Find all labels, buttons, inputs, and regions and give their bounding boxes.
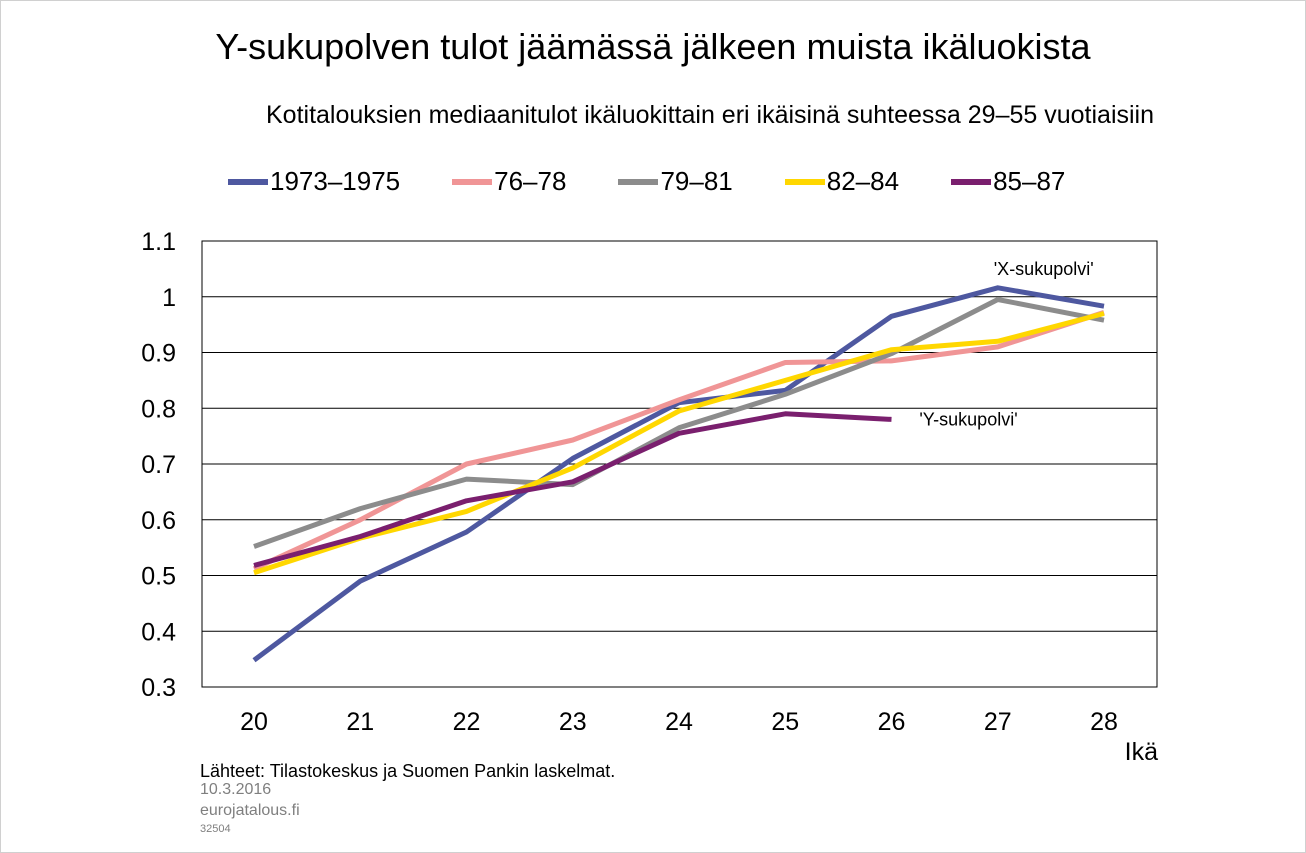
- chart-subtitle: Kotitalouksien mediaanitulot ikäluokitta…: [265, 101, 1155, 129]
- legend-item: 85–87: [951, 166, 1065, 197]
- legend: 1973–1975 76–78 79–81 82–84 85–87: [228, 166, 1117, 197]
- plot-area: [201, 240, 1158, 688]
- publish-date: 10.3.2016: [200, 781, 272, 798]
- series-line: [253, 311, 1105, 576]
- y-tick-label: 1: [162, 284, 176, 312]
- legend-swatch: [452, 178, 493, 185]
- x-tick-label: 25: [771, 708, 799, 736]
- legend-item: 76–78: [452, 166, 566, 197]
- x-tick-label: 27: [984, 708, 1012, 736]
- chart-title: Y-sukupolven tulot jäämässä jälkeen muis…: [215, 26, 1091, 67]
- legend-label: 1973–1975: [270, 166, 401, 196]
- x-axis-label: Ikä: [1125, 738, 1158, 766]
- legend-item: 79–81: [618, 166, 733, 197]
- x-tick-label: 24: [665, 708, 693, 736]
- x-tick-label: 21: [346, 708, 374, 736]
- legend-item: 82–84: [784, 166, 900, 197]
- series-line: [253, 411, 892, 568]
- y-tick-label: 1.1: [141, 228, 176, 256]
- y-tick-label: 0.8: [141, 395, 176, 423]
- x-tick-label: 22: [453, 708, 481, 736]
- x-tick-label: 26: [878, 708, 906, 736]
- legend-swatch: [618, 178, 659, 185]
- source-note: Lähteet: Tilastokeskus ja Suomen Pankin …: [200, 761, 616, 781]
- x-tick-label: 28: [1090, 708, 1118, 736]
- y-tick-label: 0.4: [141, 618, 176, 646]
- legend-label: 76–78: [494, 166, 567, 196]
- annotation-label: 'X-sukupolvi': [994, 259, 1094, 279]
- legend-label: 85–87: [993, 166, 1066, 196]
- x-tick-label: 20: [240, 708, 268, 736]
- y-tick-label: 0.9: [141, 340, 176, 368]
- y-tick-label: 0.3: [141, 674, 176, 702]
- site-name: eurojatalous.fi: [200, 802, 300, 819]
- annotation-label: 'Y-sukupolvi': [919, 409, 1017, 429]
- legend-label: 82–84: [826, 166, 900, 196]
- series-line: [253, 297, 1105, 549]
- y-tick-label: 0.5: [141, 563, 176, 591]
- legend-label: 79–81: [660, 166, 733, 196]
- x-tick-label: 23: [559, 708, 587, 736]
- series-line: [252, 285, 1105, 663]
- y-tick-label: 0.6: [141, 507, 176, 535]
- legend-swatch: [228, 178, 268, 185]
- legend-swatch: [951, 178, 992, 185]
- y-tick-label: 0.7: [141, 451, 176, 479]
- legend-item: 1973–1975: [228, 166, 400, 197]
- legend-swatch: [784, 178, 825, 185]
- chart-code: 32504: [200, 823, 231, 835]
